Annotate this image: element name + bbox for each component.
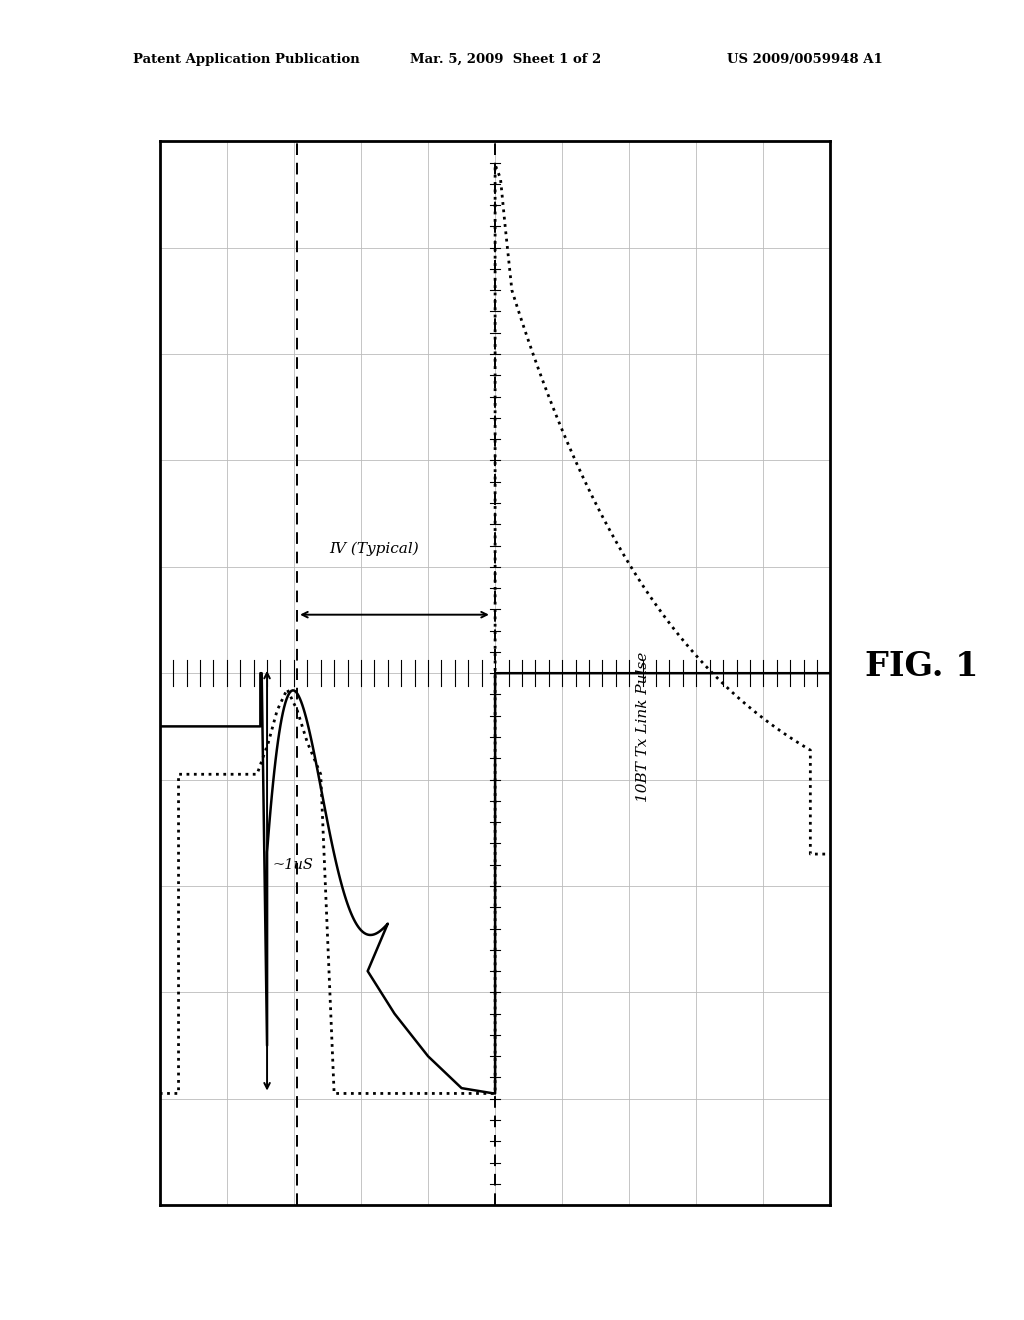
Text: 10BT Tx Link Pulse: 10BT Tx Link Pulse <box>636 651 649 801</box>
Text: Mar. 5, 2009  Sheet 1 of 2: Mar. 5, 2009 Sheet 1 of 2 <box>410 53 601 66</box>
Text: US 2009/0059948 A1: US 2009/0059948 A1 <box>727 53 883 66</box>
Text: IV (Typical): IV (Typical) <box>330 541 419 556</box>
Text: ~1uS: ~1uS <box>272 858 313 871</box>
Text: Patent Application Publication: Patent Application Publication <box>133 53 359 66</box>
Text: FIG. 1: FIG. 1 <box>865 651 979 684</box>
